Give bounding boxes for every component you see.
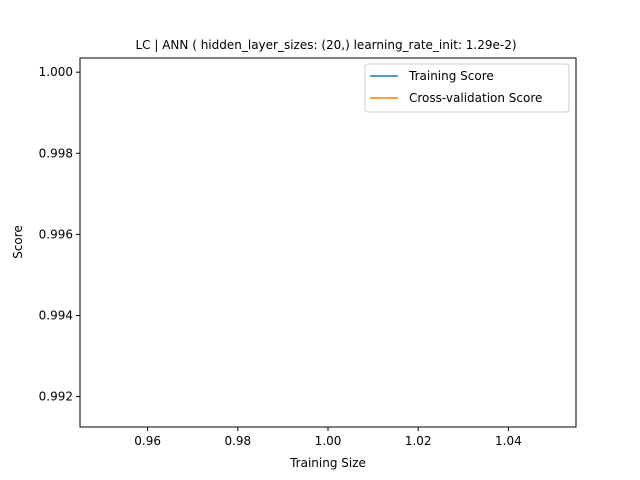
y-tick-label: 0.996	[39, 227, 73, 241]
plot-area-frame	[79, 57, 577, 428]
x-tick-label: 0.96	[134, 434, 161, 448]
y-tick-label: 1.000	[39, 65, 73, 79]
x-tick-label: 1.00	[315, 434, 342, 448]
x-tick-label: 1.02	[405, 434, 432, 448]
x-tick-label: 1.04	[495, 434, 522, 448]
y-tick-label: 0.998	[39, 146, 73, 160]
legend-label: Cross-validation Score	[409, 91, 542, 105]
x-axis-ticks: 0.96 0.98 1.00 1.02 1.04	[134, 427, 522, 448]
y-tick-label: 0.994	[39, 308, 73, 322]
y-axis-label: Score	[11, 225, 25, 259]
y-tick-label: 0.992	[39, 390, 73, 404]
legend-label: Training Score	[408, 69, 494, 83]
chart-title: LC | ANN ( hidden_layer_sizes: (20,) lea…	[135, 38, 516, 52]
y-axis-ticks: 0.992 0.994 0.996 0.998 1.000	[39, 65, 80, 404]
legend: Training Score Cross-validation Score	[364, 63, 570, 113]
x-axis-label: Training Size	[289, 456, 366, 470]
x-tick-label: 0.98	[224, 434, 251, 448]
legend-box	[364, 63, 570, 113]
